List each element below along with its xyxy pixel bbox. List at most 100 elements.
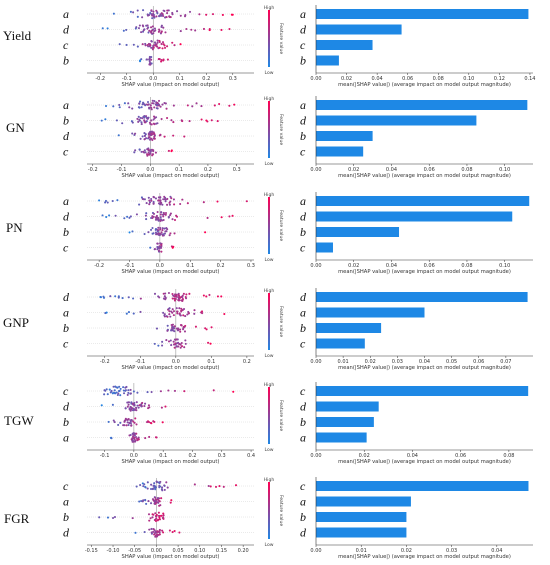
shap-point — [135, 432, 138, 435]
colorbar-low-label: Low — [264, 353, 273, 359]
shap-point — [104, 104, 108, 108]
x-tick-label: 0.14 — [524, 76, 535, 82]
beeswarm-axis-title: SHAP value (impact on model output) — [122, 173, 220, 179]
importance-bar — [316, 40, 373, 50]
shap-point — [100, 404, 103, 407]
shap-point — [129, 388, 132, 391]
shap-point — [134, 132, 137, 135]
shap-point — [162, 26, 165, 29]
shap-point — [152, 131, 155, 134]
shap-point — [139, 100, 142, 103]
shap-point — [166, 9, 169, 12]
shap-point — [146, 153, 149, 156]
feature-label: a — [63, 495, 69, 509]
shap-point — [180, 119, 183, 122]
shap-point — [165, 16, 168, 19]
shap-point — [162, 215, 165, 218]
feature-label: b — [63, 114, 69, 128]
shap-point — [131, 132, 134, 135]
shap-point — [148, 519, 151, 522]
shap-point — [144, 151, 147, 154]
shap-point — [160, 12, 163, 15]
shap-point — [138, 404, 141, 407]
shap-point — [228, 215, 231, 218]
shap-point — [143, 233, 146, 236]
shap-point — [157, 344, 160, 347]
shap-point — [209, 485, 212, 488]
shap-point — [159, 219, 162, 222]
importance-bar — [316, 55, 339, 66]
shap-point — [158, 518, 161, 521]
shap-point — [131, 437, 134, 440]
shap-point — [179, 314, 182, 317]
colorbar-low-label: Low — [264, 257, 273, 263]
shap-point — [171, 308, 174, 311]
shap-point — [148, 131, 151, 134]
shap-point — [108, 214, 111, 217]
shap-point — [172, 310, 176, 313]
shap-point — [173, 299, 176, 302]
shap-point — [153, 196, 156, 199]
x-tick-label: 0.01 — [338, 359, 349, 365]
shap-point — [126, 405, 129, 408]
shap-point — [123, 420, 126, 423]
shap-point — [158, 500, 161, 503]
shap-point — [162, 516, 165, 519]
shap-point — [183, 330, 187, 333]
shap-point — [131, 517, 134, 520]
shap-point — [168, 203, 171, 206]
shap-point — [163, 315, 166, 318]
shap-point — [169, 212, 172, 215]
shap-point — [129, 10, 132, 13]
x-tick-label: 0.05 — [446, 359, 457, 365]
shap-point — [131, 402, 134, 405]
shap-point — [152, 202, 155, 205]
feature-label: b — [63, 54, 69, 68]
shap-point — [141, 43, 144, 46]
importance-bar — [316, 24, 402, 35]
shap-point — [245, 200, 248, 203]
x-tick-label: 0.00 — [310, 76, 321, 82]
feature-label: c — [300, 38, 306, 52]
colorbar-title: Feature value — [278, 400, 284, 432]
beeswarm-axis-title: SHAP value (impact on model output) — [122, 365, 220, 371]
x-tick-label: 0.10 — [499, 167, 510, 173]
shap-point — [143, 120, 146, 123]
beeswarm-plot: -0.1 0.0 0.1 0.2 0.3 0.4 SHAP value (impact on… — [87, 382, 284, 465]
shap-point — [190, 28, 193, 31]
shap-point — [148, 60, 151, 63]
shap-point — [135, 485, 138, 488]
x-tick-label: 0.3 — [229, 76, 237, 82]
shap-point — [165, 339, 168, 342]
shap-point — [174, 342, 177, 345]
shap-point — [101, 27, 104, 30]
colorbar-low-label: Low — [264, 542, 273, 548]
shap-point — [140, 121, 143, 124]
shap-point — [170, 344, 173, 347]
shap-point — [147, 31, 150, 34]
shap-point — [171, 311, 174, 314]
shap-point — [166, 58, 169, 61]
shap-point — [174, 294, 177, 297]
shap-point — [117, 390, 120, 393]
shap-point — [134, 435, 138, 439]
shap-point — [125, 418, 128, 421]
shap-point — [106, 27, 109, 30]
shap-point — [149, 517, 152, 520]
shap-point — [141, 135, 144, 138]
shap-point — [123, 217, 126, 220]
beeswarm-plot: -0.2 -0.1 0.0 0.1 0.2 0.3 SHAP value (impact o… — [87, 5, 284, 88]
shap-point — [143, 115, 146, 119]
shap-point — [152, 513, 155, 516]
shap-point — [171, 327, 175, 330]
shap-point — [149, 12, 152, 15]
shap-point — [177, 299, 180, 302]
shap-point — [168, 310, 171, 313]
shap-point — [164, 296, 167, 299]
shap-point — [171, 297, 174, 300]
shap-point — [149, 150, 152, 153]
shap-point — [132, 11, 135, 14]
shap-point — [154, 531, 157, 534]
